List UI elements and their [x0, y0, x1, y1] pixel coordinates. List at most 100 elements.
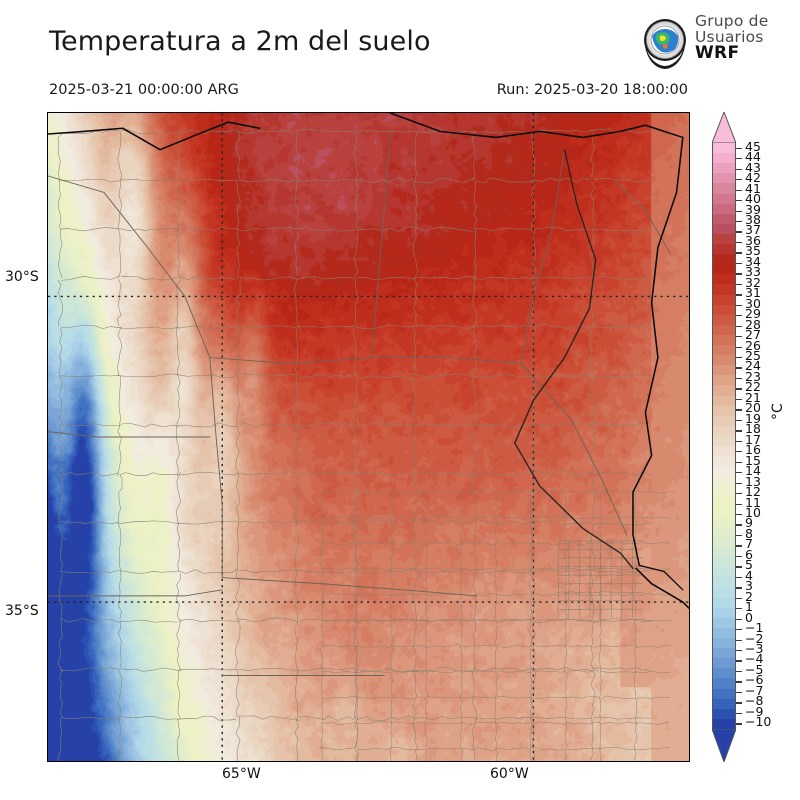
colorbar-tick-mark — [736, 325, 742, 327]
colorbar-segment — [713, 456, 735, 467]
colorbar-unit-label: °C — [770, 403, 786, 420]
colorbar-segment — [713, 415, 735, 427]
lon-label-60w: 60°W — [490, 766, 529, 782]
colorbar-tick-mark — [736, 294, 742, 296]
colorbar-tick-mark — [736, 388, 742, 390]
colorbar-segment — [713, 466, 735, 478]
colorbar-tick-mark — [736, 513, 742, 516]
colorbar-tick-mark — [736, 158, 742, 160]
colorbar-tick-mark — [736, 660, 742, 662]
colorbar-segment — [713, 213, 735, 225]
colorbar-tick-mark — [736, 639, 742, 641]
colorbar-tick-mark — [736, 440, 742, 443]
colorbar-tick-label: 8 — [745, 525, 753, 541]
map-overlays — [48, 113, 689, 761]
colorbar-segment — [713, 648, 735, 659]
colorbar-segment — [713, 617, 735, 629]
colorbar-segment — [713, 577, 735, 589]
colorbar-tick-mark — [736, 304, 742, 306]
colorbar-tick-label: −3 — [745, 641, 764, 657]
colorbar-segment — [713, 436, 735, 447]
colorbar-tick-label: 18 — [745, 421, 761, 437]
colorbar-segment — [713, 446, 735, 457]
colorbar-segment — [713, 284, 735, 296]
colorbar-tick-mark — [736, 555, 742, 558]
colorbar-tick-label: 42 — [745, 170, 761, 186]
colorbar-tick-mark — [736, 273, 742, 275]
colorbar-ticks: 45 44 43 42 41 40 39 38 37 36 35 34 33 32 31 30 29 28 27 26… — [736, 112, 796, 762]
wrf-user-group-logo: Grupo de Usuarios WRF — [638, 12, 798, 76]
page-title: Temperatura a 2m del suelo — [49, 26, 431, 57]
colorbar-tick-mark — [736, 691, 742, 694]
colorbar-segment — [713, 526, 735, 538]
colorbar-tick-mark — [736, 545, 742, 547]
colorbar-tick-mark — [736, 409, 742, 411]
colorbar-segment — [713, 688, 735, 700]
colorbar-tick-label: 4 — [745, 567, 753, 583]
colorbar-tick-mark — [736, 336, 742, 338]
colorbar-tick-mark — [736, 566, 742, 568]
colorbar-tick-mark — [736, 367, 742, 369]
colorbar-segment — [713, 516, 735, 528]
colorbar-segment — [713, 395, 735, 407]
colorbar-tick-label: 24 — [745, 358, 761, 374]
colorbar-tick-label: 43 — [745, 159, 761, 175]
colorbar-tick-mark — [736, 283, 742, 286]
colorbar-segment — [713, 668, 735, 680]
colorbar-tick-mark — [736, 430, 742, 432]
colorbar-tick-label: 25 — [745, 348, 761, 364]
colorbar-segment — [713, 173, 735, 185]
colorbar-tick-label: 26 — [745, 337, 761, 353]
colorbar-tick-mark — [736, 608, 742, 610]
colorbar-tick-label: 32 — [745, 274, 761, 290]
colorbar-tick-label: 23 — [745, 368, 761, 384]
colorbar-tick-label: 37 — [745, 222, 761, 238]
colorbar-segment — [713, 698, 735, 710]
colorbar-tick-label: 31 — [745, 285, 761, 301]
department-boundaries — [57, 128, 672, 761]
colorbar-tick-label: 45 — [745, 138, 761, 154]
colorbar-segment — [713, 163, 735, 174]
colorbar-tick-mark — [736, 398, 742, 401]
colorbar-tick-mark — [736, 231, 742, 233]
colorbar-tick-mark — [736, 461, 742, 463]
colorbar-tick-mark — [736, 451, 742, 453]
colorbar-tick-label: 6 — [745, 546, 753, 562]
colorbar-tick-label: 28 — [745, 316, 761, 332]
colorbar-segment — [713, 294, 735, 306]
colorbar[interactable]: 45 44 43 42 41 40 39 38 37 36 35 34 33 32 31 30 29 28 27 26… — [712, 112, 771, 762]
colorbar-tick-label: 12 — [745, 484, 761, 500]
colorbar-tick-label: −5 — [745, 661, 764, 677]
colorbar-segment — [713, 496, 735, 508]
colorbar-segment — [713, 233, 735, 245]
logo-line-1: Grupo de — [695, 12, 769, 30]
run-time: Run: 2025-03-20 18:00:00 — [496, 82, 688, 98]
colorbar-tick-label: 1 — [745, 599, 753, 615]
logo-line-2: Usuarios — [695, 27, 764, 46]
colorbar-segment — [713, 557, 735, 569]
national-borders — [48, 113, 689, 610]
colorbar-gradient — [712, 143, 736, 730]
colorbar-segment — [713, 355, 735, 366]
colorbar-tick-mark — [736, 346, 742, 348]
colorbar-tick-label: 9 — [745, 515, 753, 531]
lat-label-35s: 35°S — [5, 603, 39, 619]
colorbar-tick-mark — [736, 252, 742, 254]
colorbar-tick-label: 19 — [745, 410, 761, 426]
colorbar-tick-label: 21 — [745, 389, 761, 405]
colorbar-segment — [713, 425, 735, 437]
colorbar-tick-label: 14 — [745, 463, 761, 479]
colorbar-segment — [713, 324, 735, 336]
colorbar-tick-mark — [736, 200, 742, 202]
colorbar-tick-label: 34 — [745, 253, 761, 269]
temperature-map[interactable] — [47, 112, 690, 762]
globe-emblem-icon — [644, 19, 686, 69]
colorbar-tick-label: 44 — [745, 149, 761, 165]
colorbar-segment — [713, 274, 735, 286]
colorbar-tick-mark — [736, 357, 742, 359]
province-boundaries — [48, 130, 671, 676]
colorbar-tick-mark — [736, 524, 742, 526]
colorbar-tick-label: 41 — [745, 180, 761, 196]
colorbar-tick-label: −10 — [745, 714, 772, 730]
colorbar-segment — [713, 203, 735, 215]
